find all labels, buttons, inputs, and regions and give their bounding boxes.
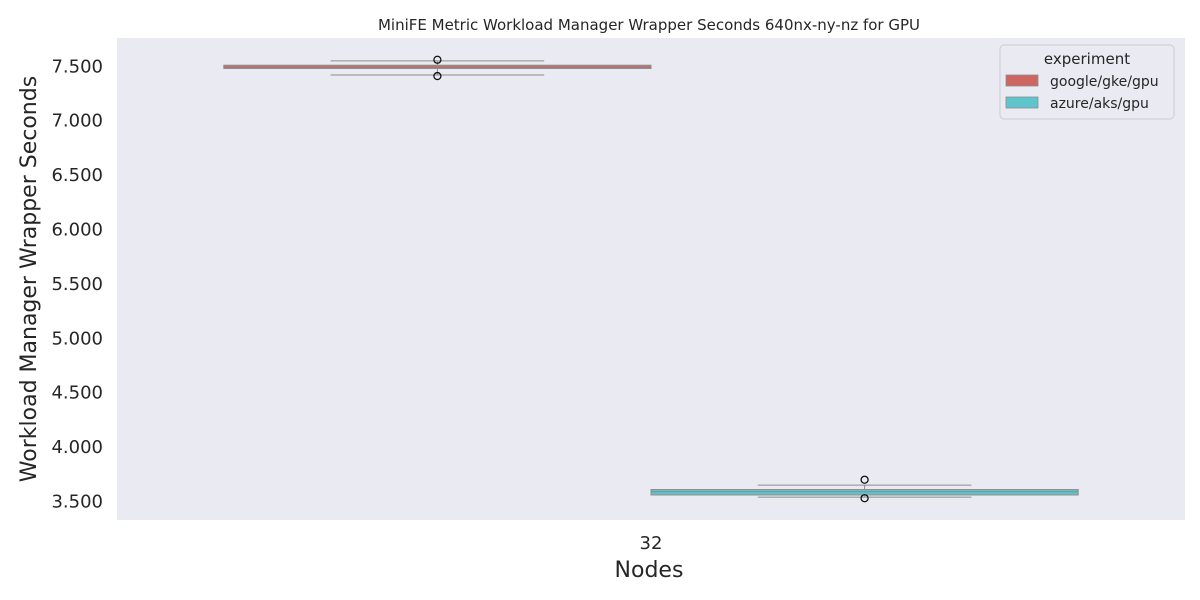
legend: experiment google/gke/gpu azure/aks/gpu [999,44,1175,120]
box-series [223,55,652,81]
y-tick-label: 7.000 [51,111,103,132]
y-axis-ticks: 3.500 4.000 4.500 5.000 5.500 6.000 6.500 7.000… [51,56,103,512]
x-tick-label: 32 [640,533,663,554]
y-tick-label: 3.500 [51,492,103,513]
legend-label: google/gke/gpu [1050,74,1159,90]
outlier-point [433,55,442,64]
box-series [650,475,1079,503]
legend-items: google/gke/gpu azure/aks/gpu [1005,74,1159,112]
outlier-point [860,475,869,484]
box-iqr [223,64,652,69]
y-tick-label: 6.000 [51,219,103,240]
y-tick-label: 5.500 [51,274,103,295]
legend-label: azure/aks/gpu [1050,96,1149,112]
y-tick-label: 5.000 [51,328,103,349]
x-axis-label: Nodes [615,558,684,583]
legend-title: experiment [1044,50,1130,68]
legend-swatch [1005,74,1039,87]
chart-title: MiniFE Metric Workload Manager Wrapper S… [378,16,920,34]
y-tick-label: 6.500 [51,165,103,186]
y-axis-label: Workload Manager Wrapper Seconds [17,76,42,482]
legend-frame [999,44,1175,120]
y-tick-label: 7.500 [51,56,103,77]
x-axis-ticks: 32 [640,533,663,554]
y-tick-label: 4.500 [51,383,103,404]
outlier-point [860,494,869,503]
outlier-point [433,71,442,81]
y-tick-label: 4.000 [51,437,103,458]
box-series-group [223,55,1079,503]
legend-swatch [1005,96,1039,109]
